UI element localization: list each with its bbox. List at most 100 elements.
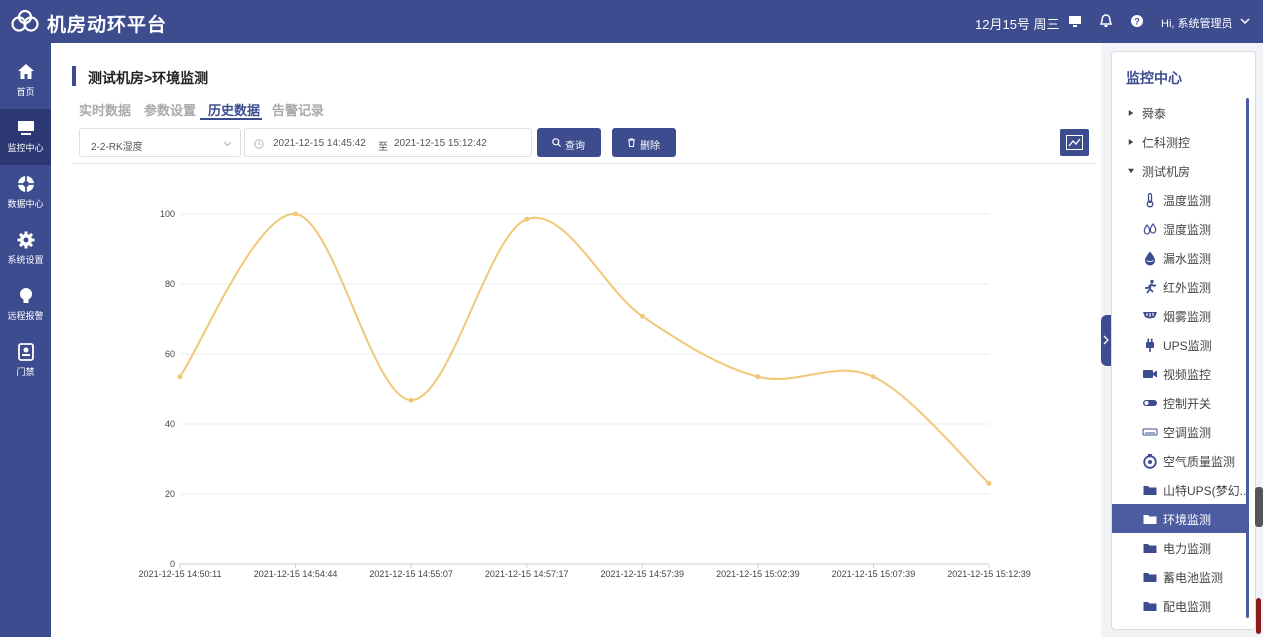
sensor-select[interactable]: 2-2-RK湿度 [79, 128, 241, 157]
thermometer-icon [1146, 192, 1154, 208]
tree-item[interactable]: 山特UPS(梦幻... [1112, 475, 1250, 504]
tree-item-label: 控制开关 [1163, 397, 1212, 411]
main-panel: 测试机房>环境监测 实时数据 参数设置 历史数据 告警记录 2-2-RK湿度 2… [51, 43, 1101, 637]
tab-alarms[interactable]: 告警记录 [272, 103, 325, 118]
tree-item[interactable]: 配电监测 [1112, 591, 1246, 620]
line-chart-icon [1066, 135, 1083, 150]
tab-realtime[interactable]: 实时数据 [79, 103, 132, 118]
nav-item-data-center[interactable]: 数据中心 [0, 165, 51, 221]
folder-icon [1143, 602, 1157, 611]
delete-button-label: 删除 [640, 141, 660, 152]
toolbar-divider [73, 163, 1096, 164]
collapse-panel-handle[interactable] [1101, 315, 1111, 366]
device-tree-panel: 监控中心 舜泰仁科测控测试机房温度监测 湿度监测 漏水监测红外监测烟雾监测 UPS监测… [1111, 51, 1256, 630]
tree-item[interactable]: 空调监测 [1112, 417, 1246, 446]
nav-item-monitor[interactable]: 监控中心 [0, 109, 51, 165]
tree-item-label: 电力监测 [1163, 542, 1212, 556]
tree-item[interactable]: 测试机房 [1112, 156, 1246, 185]
tree-item-label: 测试机房 [1142, 165, 1191, 179]
tree-item-label: 山特UPS(梦幻... [1163, 484, 1250, 498]
tree-item-label: 空气质量监测 [1163, 455, 1236, 469]
active-tab-indicator [200, 118, 262, 120]
app-title: 机房动环平台 [47, 15, 168, 36]
tree-item[interactable]: 电力监测 [1112, 533, 1246, 562]
toggle-icon [1143, 400, 1157, 406]
x-tick-label: 2021-12-15 15:12:39 [947, 569, 1031, 579]
data-point[interactable] [524, 216, 530, 222]
help-icon[interactable]: ? [1130, 13, 1144, 29]
tree-item[interactable]: UPS监测 [1112, 330, 1246, 359]
nav-item-access[interactable]: 门禁 [0, 333, 51, 389]
tree-item[interactable]: 环境监测 [1112, 504, 1246, 533]
tree-panel-title: 监控中心 [1126, 70, 1182, 86]
tree-scrollbar[interactable] [1246, 98, 1249, 618]
chart-view-button[interactable] [1060, 129, 1089, 156]
left-nav: 首页 监控中心 数据中心 系统设置 远程报警 门禁 [0, 43, 51, 637]
history-line-chart: 0 20 40 60 80 100 2021-12-15 14:50:11 2021-12-1… [139, 209, 1031, 579]
water-drop-icon [1145, 251, 1155, 266]
bulb-icon [19, 288, 32, 303]
edge-widget[interactable] [1255, 487, 1263, 527]
bell-icon[interactable] [1099, 13, 1113, 29]
tree-item[interactable]: 蓄电池监测 [1112, 562, 1246, 591]
data-point[interactable] [408, 397, 414, 403]
video-camera-icon [1143, 370, 1157, 378]
tree-item-label: 空调监测 [1163, 426, 1212, 440]
tree-item[interactable]: 仁科测控 [1112, 127, 1246, 156]
nav-label: 系统设置 [7, 255, 44, 265]
tree-item-label: 仁科测控 [1142, 136, 1191, 150]
tree-item-label: UPS监测 [1163, 339, 1212, 353]
range-start[interactable]: 2021-12-15 14:45:42 [273, 138, 366, 149]
tree-item[interactable]: 湿度监测 [1112, 214, 1246, 243]
x-tick-label: 2021-12-15 14:50:11 [139, 569, 222, 579]
tree-item-label: 红外监测 [1163, 281, 1212, 295]
air-conditioner-icon [1142, 428, 1158, 436]
monitor-icon [17, 121, 34, 135]
screen-icon[interactable] [1068, 13, 1082, 29]
breadcrumb: 测试机房>环境监测 [88, 70, 209, 86]
tree-item[interactable]: 空气质量监测 [1112, 446, 1246, 475]
tree-item-label: 烟雾监测 [1163, 310, 1212, 324]
nav-label: 远程报警 [7, 311, 44, 321]
x-tick-label: 2021-12-15 14:55:07 [369, 569, 453, 579]
folder-icon [1143, 515, 1157, 524]
nav-label: 监控中心 [7, 143, 44, 153]
header-date: 12月15号 周三 [975, 17, 1060, 32]
nav-item-remote-alarm[interactable]: 远程报警 [0, 277, 51, 333]
tab-history[interactable]: 历史数据 [208, 103, 261, 118]
tree-item[interactable]: 舜泰 [1112, 98, 1246, 127]
tree-item-label: 蓄电池监测 [1163, 571, 1224, 585]
series-line [179, 212, 990, 485]
plug-icon [1146, 338, 1154, 352]
data-point[interactable] [755, 374, 761, 380]
data-point[interactable] [293, 211, 299, 217]
data-point[interactable] [177, 374, 183, 380]
query-button[interactable]: 查询 [537, 128, 601, 157]
tree-item[interactable]: 视频监控 [1112, 359, 1246, 388]
search-icon [552, 138, 561, 147]
tree-item[interactable]: 烟雾监测 [1112, 301, 1246, 330]
tab-params[interactable]: 参数设置 [144, 103, 197, 118]
y-tick-label: 20 [165, 489, 175, 499]
tree-item[interactable]: 漏水监测 [1112, 243, 1246, 272]
tree-item-label: 舜泰 [1142, 107, 1167, 121]
tree-item[interactable]: 红外监测 [1112, 272, 1246, 301]
date-range-picker[interactable]: 2021-12-15 14:45:42 至 2021-12-15 15:12:4… [244, 128, 532, 157]
nav-item-settings[interactable]: 系统设置 [0, 221, 51, 277]
chevron-right-icon [1103, 335, 1109, 345]
data-point[interactable] [870, 374, 876, 380]
tree-item[interactable]: 控制开关 [1112, 388, 1246, 417]
delete-button[interactable]: 删除 [612, 128, 676, 157]
running-person-icon [1145, 279, 1157, 294]
chevron-down-icon[interactable] [1238, 14, 1252, 28]
user-greeting[interactable]: Hi, 系统管理员 [1161, 18, 1233, 30]
x-tick-label: 2021-12-15 15:07:39 [832, 569, 916, 579]
data-point[interactable] [986, 481, 992, 486]
range-separator: 至 [378, 142, 388, 153]
nav-label: 首页 [16, 87, 35, 97]
tree-item-label: 视频监控 [1163, 368, 1212, 382]
nav-item-home[interactable]: 首页 [0, 53, 51, 109]
data-point[interactable] [639, 313, 645, 319]
range-end[interactable]: 2021-12-15 15:12:42 [394, 138, 487, 149]
tree-item[interactable]: 温度监测 [1112, 185, 1246, 214]
